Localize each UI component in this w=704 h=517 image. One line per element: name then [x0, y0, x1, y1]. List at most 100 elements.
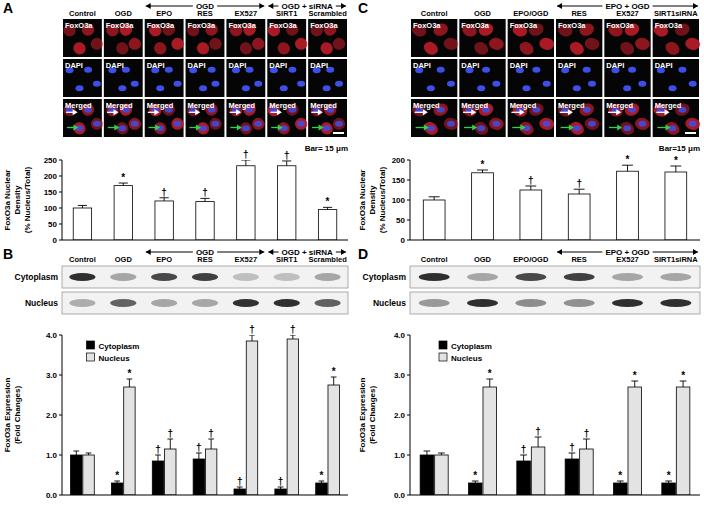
micrograph: Merged [104, 99, 143, 137]
y-tick-label: 2.0 [46, 411, 58, 420]
arrow-head [617, 125, 622, 131]
cell-nucleus [131, 121, 139, 127]
micrograph: Merged [226, 99, 265, 137]
cell-nucleus [75, 85, 83, 91]
micrograph-bg [411, 59, 457, 97]
y-tick-label: 150 [44, 188, 58, 197]
error-bar [477, 170, 488, 173]
cell-body [71, 40, 88, 57]
figure: AOGDOGD + siRNAControlOGDEPORESEX527SIRT… [0, 0, 704, 517]
significance-mark: † [249, 324, 255, 335]
arrow-head [73, 125, 78, 131]
bar [520, 190, 542, 240]
stain-label: DAPI [188, 61, 206, 70]
error-cap [241, 160, 250, 161]
error-bar [680, 381, 687, 387]
error-stem [76, 451, 77, 455]
blot-band [233, 273, 259, 281]
y-tick-label: 0.0 [394, 491, 406, 500]
micrograph: FoxO3a [652, 19, 701, 58]
column-label: SIRT1siRNA [654, 255, 698, 264]
panel-letter: A [3, 0, 13, 16]
micrograph-bg [104, 19, 143, 57]
blot-strip [410, 292, 700, 314]
micrograph: DAPI [104, 59, 143, 97]
y-axis-label: Density [368, 185, 377, 214]
micrograph-bg [508, 59, 554, 97]
error-bar [331, 377, 337, 385]
significance-mark: * [488, 368, 492, 379]
stain-label: DAPI [558, 61, 576, 70]
arrow-head [278, 125, 283, 131]
bar [165, 449, 176, 495]
micrograph-bg [556, 19, 602, 57]
cell-nucleus [638, 81, 646, 87]
blot-band [515, 299, 546, 307]
blot-band [274, 273, 300, 281]
stain-label: FoxO3a [147, 21, 175, 30]
error-bar [569, 453, 576, 459]
cell-nucleus [93, 121, 101, 127]
arrow-head [557, 249, 562, 255]
error-stem [251, 335, 252, 341]
error-stem [164, 198, 165, 201]
micrograph: DAPI [556, 59, 602, 97]
micrograph: DAPI [508, 59, 554, 97]
cell-nucleus [323, 125, 331, 131]
error-cap [429, 196, 440, 197]
significance-mark: * [319, 470, 323, 481]
arrow-head [268, 3, 273, 9]
stain-label: DAPI [461, 61, 479, 70]
micrograph: DAPI [411, 59, 457, 97]
y-axis-label: (Fold Changes) [13, 386, 22, 445]
micrograph: FoxO3a [604, 19, 650, 58]
stain-label: DAPI [65, 61, 83, 70]
column-label: EPO [156, 9, 172, 18]
cell-body [170, 117, 184, 131]
significance-mark: † [167, 428, 173, 439]
micrograph: Merged [185, 99, 224, 137]
micrograph: FoxO3a [145, 19, 185, 57]
cell-nucleus [174, 81, 182, 87]
cell-body [332, 117, 346, 131]
stain-label: Merged [269, 101, 296, 110]
cell-nucleus [437, 67, 445, 73]
micrograph: FoxO3a [308, 19, 347, 57]
stain-label: FoxO3a [228, 21, 256, 30]
arrow-head [471, 109, 476, 115]
bar [71, 455, 82, 495]
micrograph-bg [459, 99, 505, 137]
significance-mark: † [278, 476, 284, 487]
cell-nucleus [427, 125, 435, 131]
cell-nucleus [199, 85, 207, 91]
cell-body [251, 117, 265, 131]
error-bar [622, 165, 633, 171]
column-label: EPO/OGD [513, 255, 549, 264]
blot-strip [62, 266, 348, 288]
significance-mark: † [569, 442, 575, 453]
bar [287, 339, 298, 495]
micrograph: FoxO3a [556, 19, 602, 58]
panel-letter: B [3, 246, 13, 262]
bar [472, 173, 494, 240]
plot-labels: *††††* [121, 149, 329, 207]
significance-mark: * [674, 155, 678, 166]
arrow-head [569, 125, 574, 131]
y-tick-label: 1.0 [46, 451, 58, 460]
stain-label: FoxO3a [655, 21, 683, 30]
cell-body [421, 119, 440, 137]
y-tick [59, 335, 62, 336]
cell-nucleus [199, 125, 207, 131]
error-bar [208, 439, 214, 449]
bar [662, 483, 676, 495]
micrograph-bg [308, 59, 347, 97]
error-bar [438, 453, 445, 455]
micrograph: Merged [410, 99, 459, 138]
plot-marks [73, 160, 337, 240]
micrograph: Merged [266, 99, 309, 137]
y-tick-label: 200 [392, 156, 406, 165]
micrograph: Merged [604, 99, 650, 138]
blot-row-label: Cytoplasm [363, 272, 407, 282]
micrograph-bg [186, 99, 225, 137]
blot-row-label: Cytoplasm [15, 272, 59, 282]
